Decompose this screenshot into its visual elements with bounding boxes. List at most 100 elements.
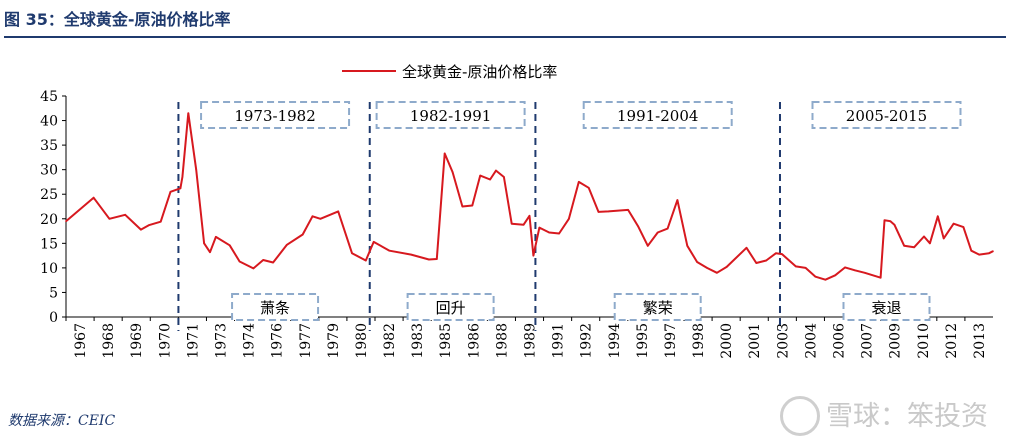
data-point [436, 258, 438, 260]
phase-label: 2005-2015 [846, 107, 927, 125]
x-tick-label: 1980 [354, 323, 370, 359]
x-tick-label: 2004 [803, 323, 819, 359]
data-point [159, 220, 162, 223]
y-tick-label: 10 [40, 261, 58, 277]
data-point [510, 222, 513, 225]
data-point [755, 262, 758, 264]
data-point [970, 249, 973, 252]
data-point [503, 176, 505, 178]
y-tick-label: 30 [40, 163, 58, 179]
data-point [311, 215, 314, 218]
data-point [863, 272, 866, 274]
data-point [495, 169, 497, 172]
y-tick-label: 40 [40, 114, 58, 130]
phase-box [375, 101, 526, 129]
x-tick-label: 1997 [663, 323, 679, 359]
data-point [92, 196, 95, 199]
data-point [893, 223, 896, 226]
title-underline [4, 36, 1006, 38]
data-point [528, 215, 531, 217]
x-tick-label: 1971 [185, 323, 201, 359]
x-tick-label: 2013 [972, 323, 988, 359]
data-point [108, 217, 111, 220]
x-tick-label: 2010 [916, 323, 932, 359]
data-point [781, 253, 783, 255]
data-point [319, 217, 322, 220]
data-point [978, 253, 980, 256]
x-tick-label: 1973 [214, 323, 230, 359]
x-tick-label: 2003 [775, 323, 791, 359]
phase-box [200, 101, 351, 129]
data-point [532, 254, 535, 257]
data-point [65, 220, 67, 223]
data-point [471, 204, 474, 207]
x-tick-label: 1991 [551, 323, 567, 359]
data-point [923, 235, 925, 238]
data-point [696, 261, 698, 263]
x-tick-label: 1988 [494, 323, 510, 359]
x-tick-label: 1970 [157, 323, 173, 359]
data-point [187, 112, 190, 114]
data-point [262, 259, 265, 261]
x-tick-label: 2012 [944, 323, 960, 359]
data-point [903, 244, 906, 247]
legend-label: 全球黄金-原油价格比率 [402, 63, 557, 81]
x-tick-label: 1995 [635, 323, 651, 359]
x-tick-label: 2000 [719, 323, 735, 359]
data-point [169, 190, 172, 193]
x-tick-label: 1992 [579, 323, 595, 359]
data-point [962, 226, 965, 228]
phase-box [231, 293, 320, 321]
data-point [765, 259, 767, 262]
x-tick-label: 1967 [73, 323, 89, 359]
data-point [656, 231, 659, 234]
data-point [647, 244, 649, 247]
data-point [913, 246, 915, 249]
data-point [587, 187, 590, 189]
x-tick-label: 1974 [242, 323, 258, 359]
phase-box [811, 101, 962, 129]
phase-label: 1973-1982 [234, 107, 315, 125]
x-tick-label: 1969 [129, 323, 145, 359]
y-tick-label: 0 [49, 310, 58, 326]
x-tick-label: 2006 [832, 323, 848, 359]
data-point [824, 278, 827, 281]
y-tick-label: 5 [49, 285, 58, 301]
data-point [627, 209, 629, 211]
data-point [286, 244, 288, 246]
data-point [814, 275, 817, 278]
x-tick-label: 2009 [888, 323, 904, 359]
data-point [209, 251, 211, 253]
data-point [489, 178, 491, 181]
phase-box [582, 101, 733, 129]
data-point [929, 242, 931, 245]
x-tick-label: 2007 [860, 323, 876, 359]
snowball-logo-icon [780, 395, 820, 436]
data-point [548, 231, 551, 234]
data-point [942, 237, 945, 240]
data-point [215, 236, 217, 238]
data-point [195, 168, 197, 171]
data-point [637, 225, 639, 227]
data-point [203, 242, 205, 245]
data-point [337, 210, 339, 213]
series-line-gold-oil-ratio [65, 112, 994, 281]
chart-legend: 全球黄金-原油价格比率 [342, 63, 557, 81]
phase-box [406, 293, 495, 321]
x-tick-label: 1982 [382, 323, 398, 359]
x-tick-label: 1986 [466, 323, 482, 359]
x-tick-label: 2001 [747, 323, 763, 359]
data-point [578, 181, 580, 183]
phase-label: 1991-2004 [617, 107, 698, 125]
data-point [148, 224, 150, 226]
data-point [388, 249, 391, 252]
data-point [844, 266, 846, 269]
data-point [725, 266, 728, 268]
source-note: 数据来源：CEIC [8, 413, 116, 429]
data-point [428, 258, 430, 261]
series-layer [65, 112, 994, 281]
data-point [804, 267, 807, 269]
data-point [607, 210, 610, 213]
